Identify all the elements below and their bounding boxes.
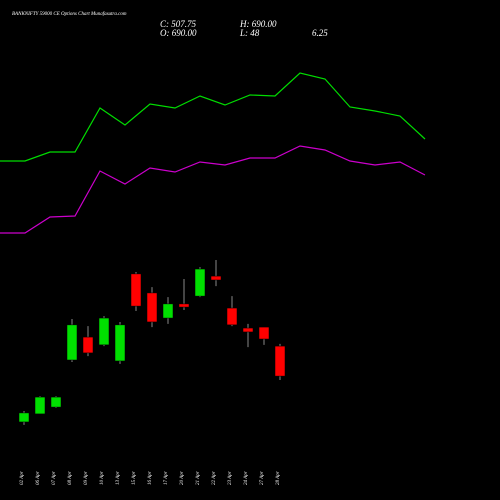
x-tick-label: 15 Apr [132, 471, 137, 485]
x-tick-label: 22 Apr [212, 471, 217, 485]
x-tick-label: 17 Apr [164, 471, 169, 485]
x-tick-label: 23 Apr [228, 471, 233, 485]
candle-body [194, 268, 206, 297]
change-label: 6.25 [312, 28, 328, 38]
indicator-line [0, 145, 426, 234]
x-tick-label: 09 Apr [84, 471, 89, 485]
candle-body [82, 336, 94, 354]
candle-body [274, 345, 286, 377]
x-tick-label: 06 Apr [36, 471, 41, 485]
candle-body [226, 307, 238, 326]
x-tick-label: 13 Apr [116, 471, 121, 485]
high-label: H: 690.00 [239, 19, 277, 29]
candle-body [146, 292, 158, 323]
close-label: C: 507.75 [160, 19, 197, 29]
chart-title: BANKNIFTY 59000 CE Options Chart Munafas… [12, 12, 127, 17]
candle-body [210, 275, 222, 281]
x-tick-label: 27 Apr [260, 471, 265, 485]
x-tick-label: 16 Apr [148, 471, 153, 485]
candle-body [162, 303, 174, 319]
x-tick-label: 24 Apr [244, 471, 249, 485]
x-tick-label: 21 Apr [196, 471, 201, 485]
x-tick-label: 02 Apr [20, 471, 25, 485]
candle-body [18, 412, 30, 423]
candle-body [130, 273, 142, 307]
candle-body [34, 396, 46, 415]
indicator-line [0, 72, 426, 162]
x-tick-label: 10 Apr [100, 471, 105, 485]
x-tick-label: 20 Apr [180, 471, 185, 485]
candle-body [98, 317, 110, 346]
candle-body [258, 326, 270, 340]
open-label: O: 690.00 [160, 28, 197, 38]
x-tick-label: 07 Apr [52, 471, 57, 485]
x-tick-label: 28 Apr [276, 471, 281, 485]
x-tick-label: 08 Apr [68, 471, 73, 485]
candle-body [50, 396, 62, 408]
candle-body [242, 327, 254, 333]
candle-body [178, 303, 190, 308]
candle-body [114, 324, 126, 362]
candle-body [66, 324, 78, 361]
low-label: L: 48 [239, 28, 260, 38]
